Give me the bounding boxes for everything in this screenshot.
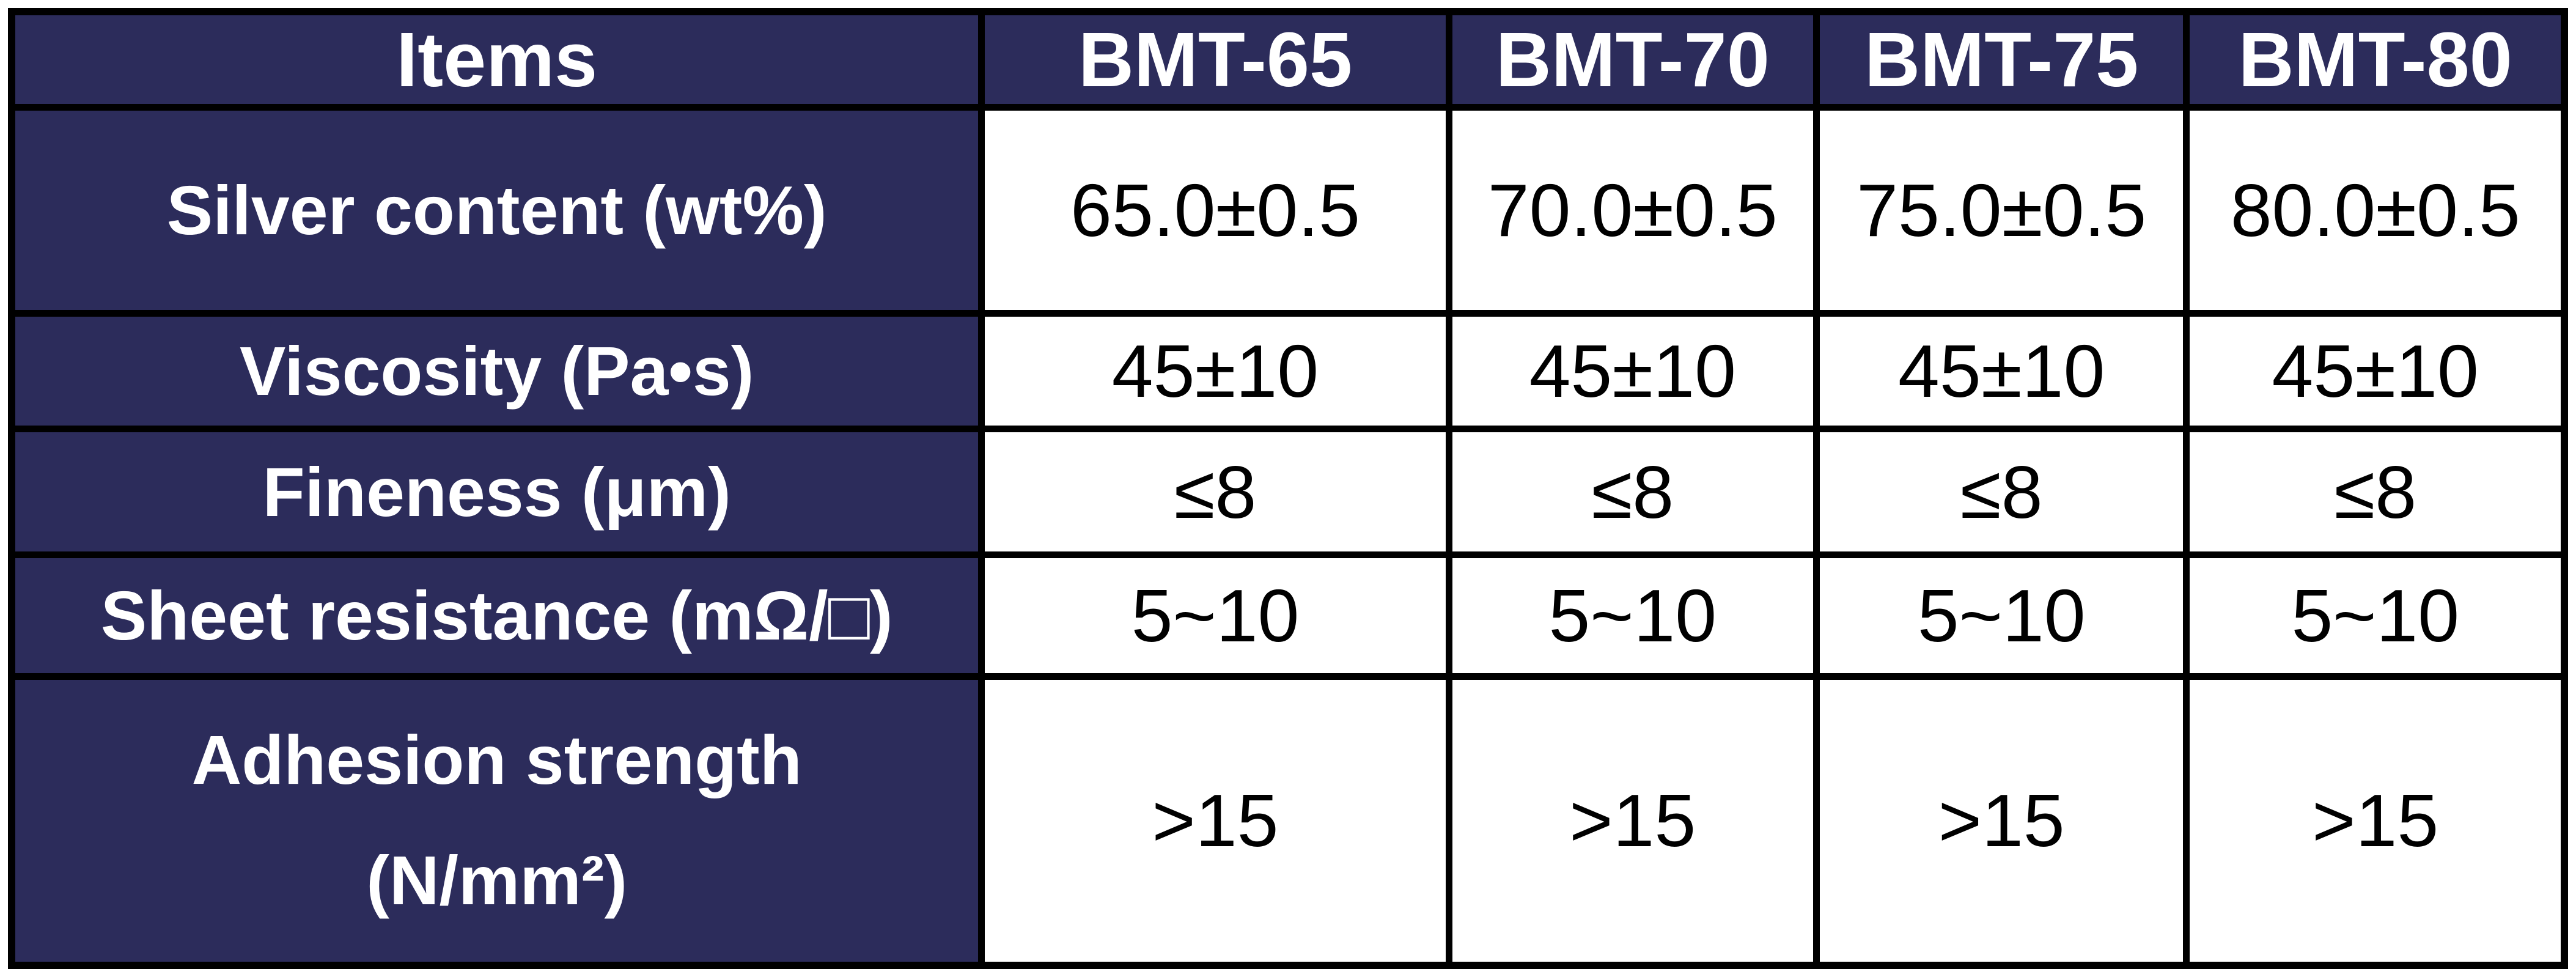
column-header-bmt-70: BMT-70 bbox=[1445, 8, 1820, 111]
cell-silver-content-bmt-80: 80.0±0.5 bbox=[2183, 104, 2568, 317]
table-row-fineness: Fineness (μm) ≤8 ≤8 ≤8 ≤8 bbox=[8, 426, 2568, 558]
cell-fineness-bmt-80: ≤8 bbox=[2183, 426, 2568, 558]
cell-silver-content-bmt-75: 75.0±0.5 bbox=[1812, 104, 2190, 317]
table-row-sheet-resistance: Sheet resistance (mΩ/□) 5~10 5~10 5~10 5… bbox=[8, 551, 2568, 680]
cell-viscosity-bmt-75: 45±10 bbox=[1812, 309, 2190, 433]
cell-sheet-resistance-bmt-75: 5~10 bbox=[1812, 551, 2190, 680]
cell-fineness-bmt-70: ≤8 bbox=[1445, 426, 1820, 558]
cell-silver-content-bmt-65: 65.0±0.5 bbox=[978, 104, 1452, 317]
header-row: Items BMT-65 BMT-70 BMT-75 BMT-80 bbox=[8, 8, 2568, 111]
cell-sheet-resistance-bmt-80: 5~10 bbox=[2183, 551, 2568, 680]
row-label-silver-content: Silver content (wt%) bbox=[8, 104, 985, 317]
column-header-items: Items bbox=[8, 8, 985, 111]
cell-viscosity-bmt-70: 45±10 bbox=[1445, 309, 1820, 433]
row-label-fineness: Fineness (μm) bbox=[8, 426, 985, 558]
cell-adhesion-strength-bmt-80: >15 bbox=[2183, 673, 2568, 969]
cell-sheet-resistance-bmt-70: 5~10 bbox=[1445, 551, 1820, 680]
cell-adhesion-strength-bmt-75: >15 bbox=[1812, 673, 2190, 969]
cell-adhesion-strength-bmt-65: >15 bbox=[978, 673, 1452, 969]
table-row-viscosity: Viscosity (Pa•s) 45±10 45±10 45±10 45±10 bbox=[8, 309, 2568, 433]
column-header-bmt-65: BMT-65 bbox=[978, 8, 1452, 111]
table-row-adhesion-strength: Adhesion strength (N/mm²) >15 >15 >15 >1… bbox=[8, 673, 2568, 969]
cell-sheet-resistance-bmt-65: 5~10 bbox=[978, 551, 1452, 680]
row-label-viscosity: Viscosity (Pa•s) bbox=[8, 309, 985, 433]
row-label-adhesion-strength: Adhesion strength (N/mm²) bbox=[8, 673, 985, 969]
cell-fineness-bmt-75: ≤8 bbox=[1812, 426, 2190, 558]
product-spec-table: Items BMT-65 BMT-70 BMT-75 BMT-80 Silver… bbox=[8, 8, 2568, 969]
row-label-sheet-resistance: Sheet resistance (mΩ/□) bbox=[8, 551, 985, 680]
row-label-adhesion-strength-line2: (N/mm²) bbox=[366, 842, 628, 920]
column-header-bmt-75: BMT-75 bbox=[1812, 8, 2190, 111]
cell-silver-content-bmt-70: 70.0±0.5 bbox=[1445, 104, 1820, 317]
cell-fineness-bmt-65: ≤8 bbox=[978, 426, 1452, 558]
table-row-silver-content: Silver content (wt%) 65.0±0.5 70.0±0.5 7… bbox=[8, 104, 2568, 317]
row-label-adhesion-strength-line1: Adhesion strength bbox=[191, 721, 802, 798]
cell-viscosity-bmt-65: 45±10 bbox=[978, 309, 1452, 433]
column-header-bmt-80: BMT-80 bbox=[2183, 8, 2568, 111]
cell-viscosity-bmt-80: 45±10 bbox=[2183, 309, 2568, 433]
cell-adhesion-strength-bmt-70: >15 bbox=[1445, 673, 1820, 969]
